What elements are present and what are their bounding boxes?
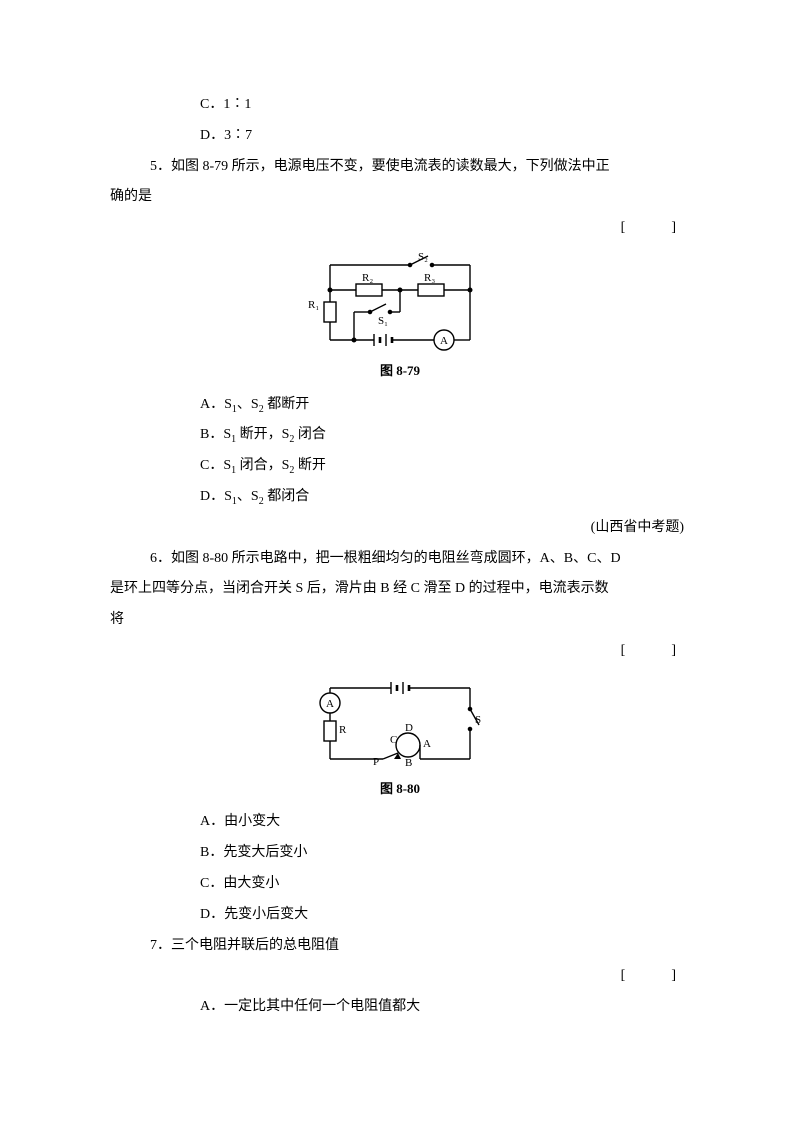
figure-8-80: A R S A B D C P 图 8-80 — [110, 673, 690, 804]
label-node-c: C — [390, 734, 397, 746]
label-ammeter-a6: A — [326, 698, 334, 710]
q7-option-a: A．一定比其中任何一个电阻值都大 — [110, 992, 690, 1023]
fig-8-79-caption: 图 8-79 — [110, 357, 690, 386]
label-s1: S₁ — [378, 315, 388, 327]
label-p: P — [373, 756, 379, 768]
q4-option-d: D．3∶7 — [110, 121, 690, 152]
label-r1: R₁ — [308, 299, 319, 311]
label-node-a: A — [423, 738, 431, 750]
q6-option-a: A．由小变大 — [110, 807, 690, 838]
label-s2: S₂ — [418, 251, 428, 263]
q5-source: (山西省中考题) — [110, 513, 690, 544]
label-node-b: B — [405, 757, 412, 769]
q5-option-c: C．S1 闭合，S2 断开 — [110, 451, 690, 482]
q6-stem-line1: 6．如图 8-80 所示电路中，把一根粗细均匀的电阻丝弯成圆环，A、B、C、D — [110, 544, 690, 575]
q6-stem-line3: 将 — [110, 605, 690, 636]
q5-a-post: 都断开 — [264, 397, 310, 412]
q5-c-mid: 闭合，S — [236, 458, 289, 473]
label-r3: R₃ — [424, 272, 435, 284]
q5-stem-line2: 确的是 — [110, 182, 690, 213]
q5-b-mid: 断开，S — [236, 427, 289, 442]
q5-option-b: B．S1 断开，S2 闭合 — [110, 420, 690, 451]
q5-b-pre: B．S — [200, 427, 231, 442]
label-node-d: D — [405, 722, 413, 734]
q6-option-d: D．先变小后变大 — [110, 900, 690, 931]
q6-bracket: [ ] — [110, 636, 690, 667]
q6-stem-line2: 是环上四等分点，当闭合开关 S 后，滑片由 B 经 C 滑至 D 的过程中，电流… — [110, 574, 690, 605]
q6-option-c: C．由大变小 — [110, 869, 690, 900]
q5-option-a: A．S1、S2 都断开 — [110, 390, 690, 421]
figure-8-79: S₂ R₂ R₃ R₁ S₁ A 图 8-79 — [110, 250, 690, 386]
label-r2: R₂ — [362, 272, 373, 284]
q5-stem-line1: 5．如图 8-79 所示，电源电压不变，要使电流表的读数最大，下列做法中正 — [110, 152, 690, 183]
q5-option-d: D．S1、S2 都闭合 — [110, 482, 690, 513]
q5-a-pre: A．S — [200, 397, 232, 412]
q5-bracket: [ ] — [110, 213, 690, 244]
q5-c-post: 断开 — [294, 458, 326, 473]
fig-8-80-caption: 图 8-80 — [110, 775, 690, 804]
q5-d-mid: 、S — [237, 489, 259, 504]
label-ammeter-a: A — [440, 335, 448, 347]
q5-d-pre: D．S — [200, 489, 232, 504]
q7-bracket: [ ] — [110, 961, 690, 992]
q5-d-post: 都闭合 — [264, 489, 310, 504]
q5-a-mid: 、S — [237, 397, 259, 412]
q5-c-pre: C．S — [200, 458, 231, 473]
q4-option-c: C．1∶1 — [110, 90, 690, 121]
circuit-8-80: A R S A B D C P — [305, 673, 495, 773]
circuit-8-79: S₂ R₂ R₃ R₁ S₁ A — [300, 250, 500, 355]
q7-stem: 7．三个电阻并联后的总电阻值 — [110, 931, 690, 962]
label-s: S — [475, 714, 481, 726]
exam-page: C．1∶1 D．3∶7 5．如图 8-79 所示，电源电压不变，要使电流表的读数… — [0, 0, 800, 1063]
q6-option-b: B．先变大后变小 — [110, 838, 690, 869]
label-r: R — [339, 724, 347, 736]
q5-b-post: 闭合 — [294, 427, 326, 442]
